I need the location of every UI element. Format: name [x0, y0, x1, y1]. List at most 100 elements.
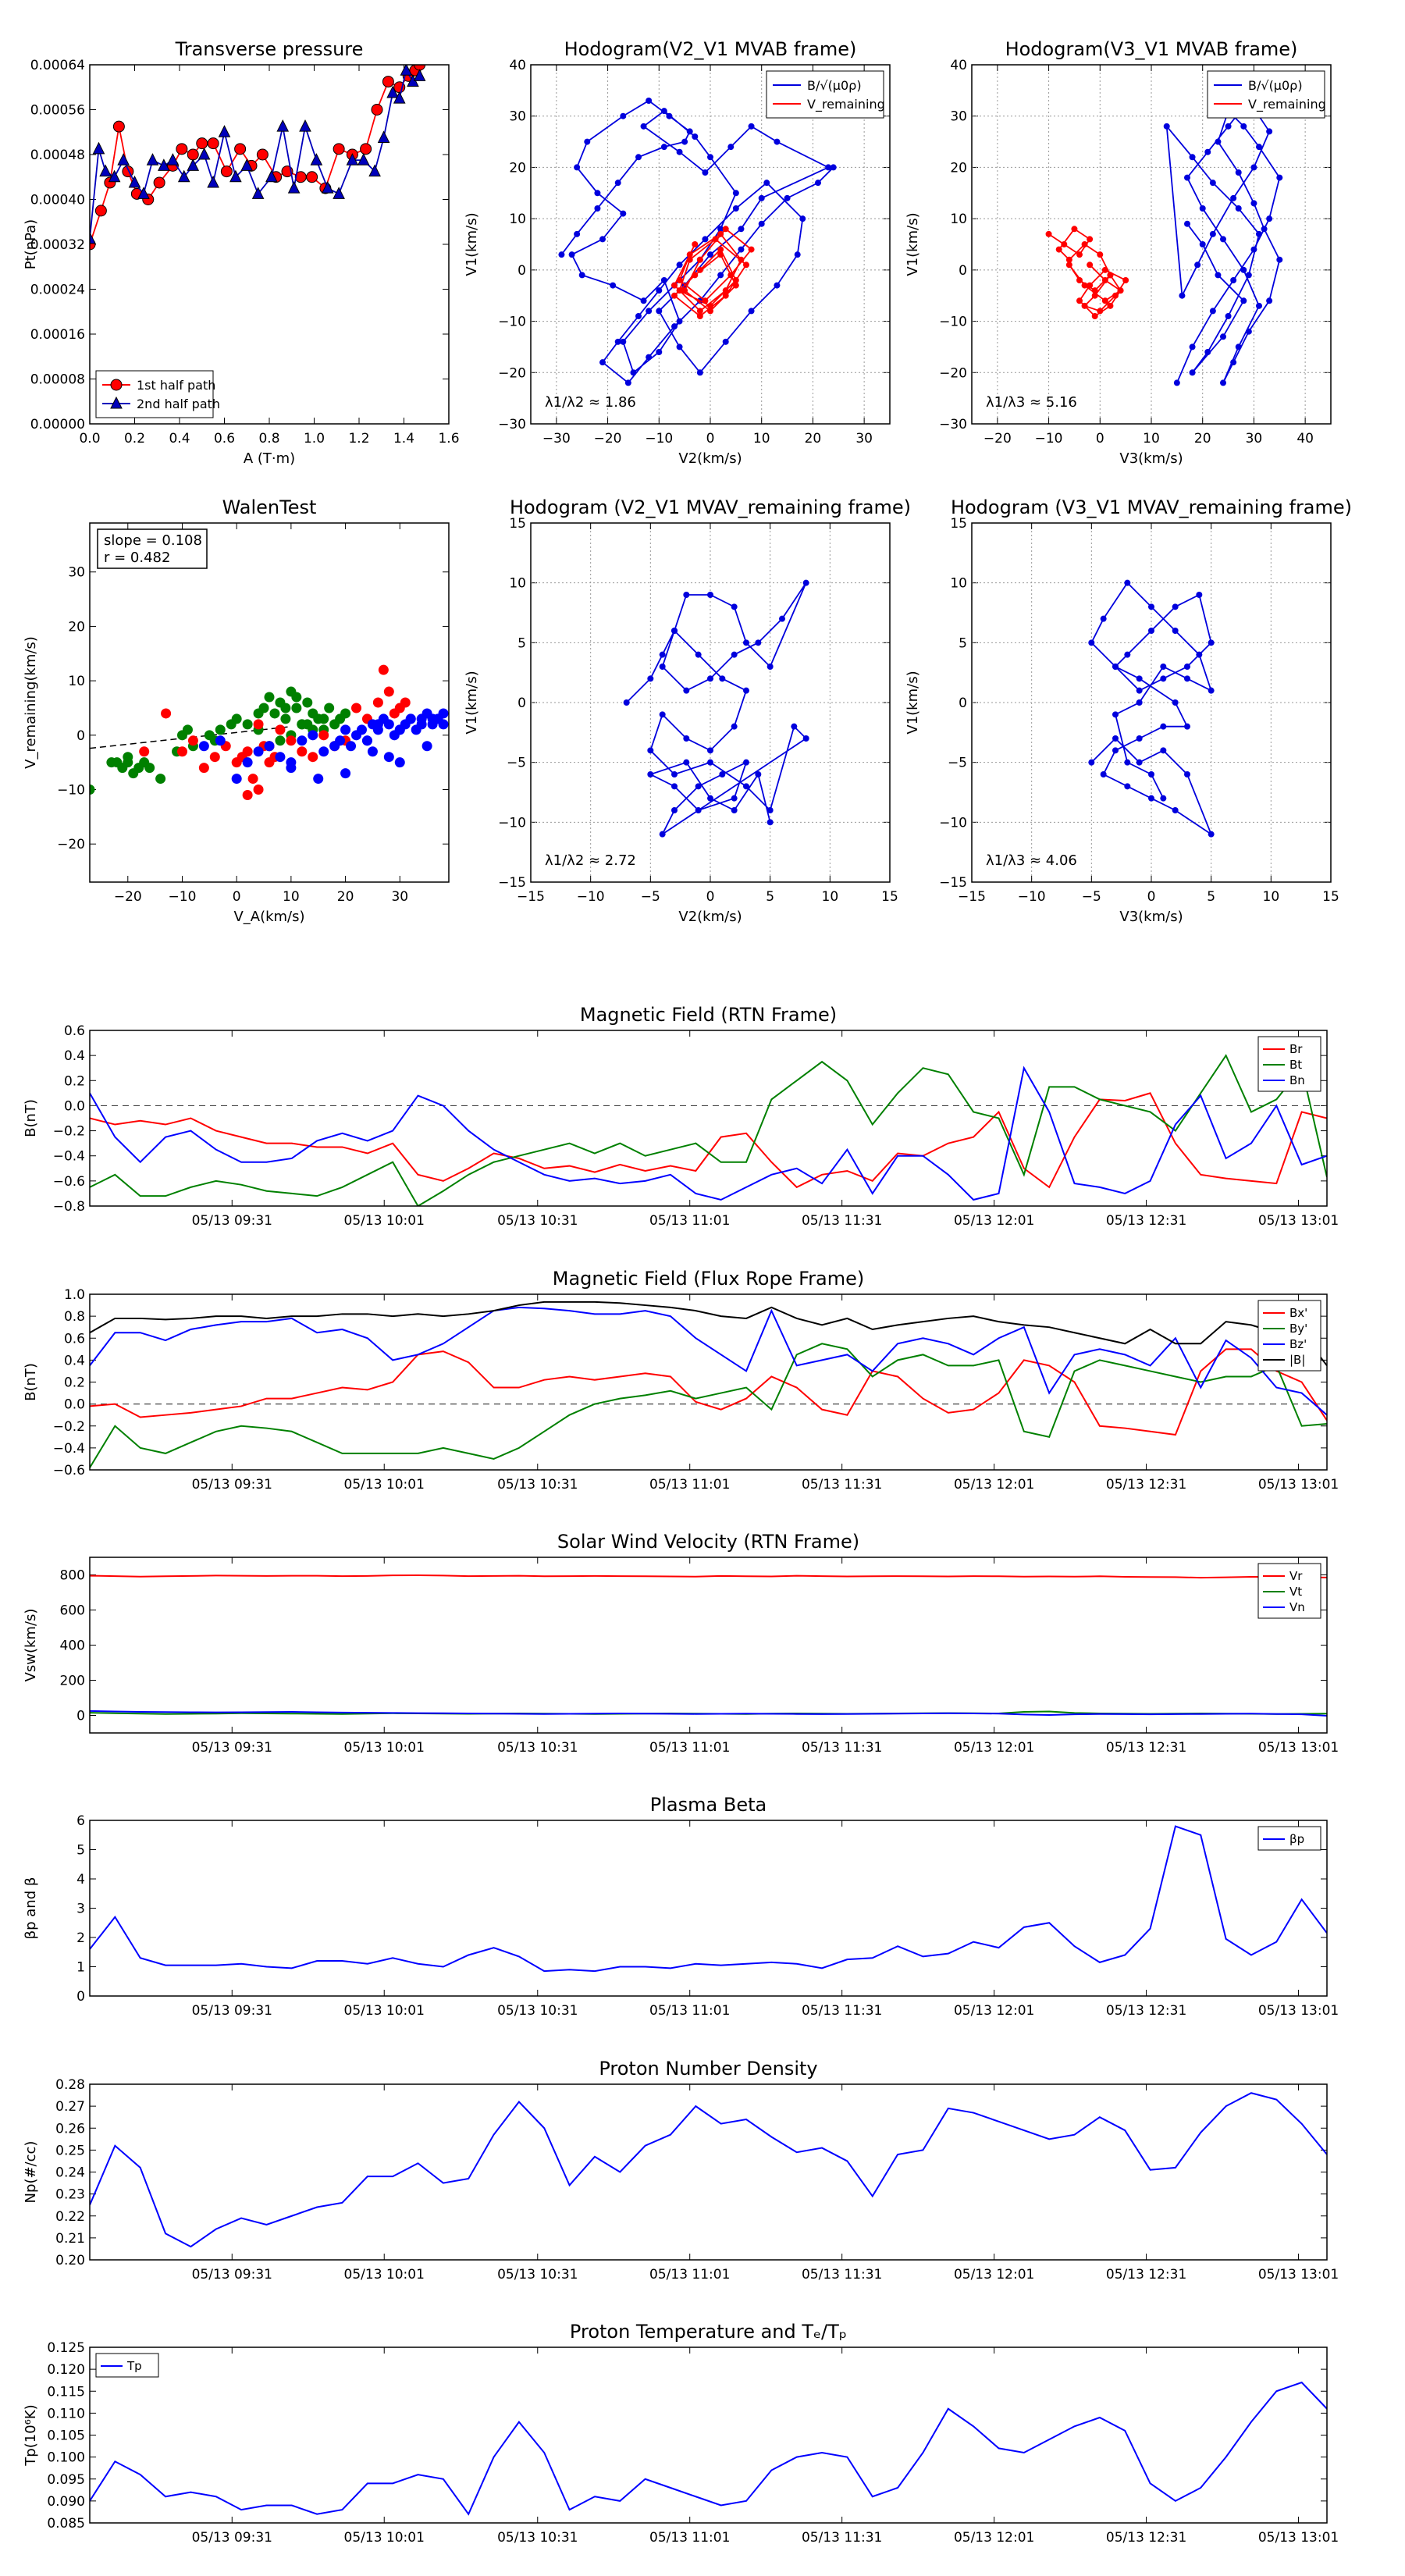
- data-point: [416, 719, 427, 730]
- data-point: [1124, 579, 1131, 586]
- x-tick-label: 05/13 09:31: [192, 1740, 272, 1756]
- data-point: [1184, 664, 1190, 670]
- proton_temp-ylabel: Tp(10⁶K): [23, 2404, 39, 2466]
- x-tick-label: 05/13 10:31: [497, 1477, 578, 1493]
- data-point: [594, 205, 601, 212]
- data-point: [308, 752, 318, 763]
- y-tick-label: 0.115: [47, 2384, 85, 2400]
- y-tick-label: 30: [509, 109, 526, 125]
- data-point: [1076, 251, 1083, 258]
- data-point: [717, 272, 724, 279]
- data-point: [234, 143, 247, 155]
- data-point: [297, 746, 308, 757]
- data-point: [1081, 302, 1088, 309]
- series-line-1st half path: [90, 65, 421, 245]
- x-tick-label: 05/13 12:31: [1106, 2003, 1186, 2019]
- y-tick-label: 0.00064: [30, 58, 85, 73]
- data-point: [335, 735, 346, 746]
- data-point: [1148, 628, 1154, 634]
- data-point: [1107, 302, 1114, 309]
- transverse_pressure-axes-frame: [89, 64, 450, 425]
- series-line-Br: [90, 1092, 1327, 1189]
- data-point: [1172, 628, 1179, 634]
- series-line-Bn: [90, 1066, 1327, 1201]
- hodo_v2_mvab-panel: Hodogram(V2_V1 MVAB frame) −30 −20 −10 0 10 20…: [464, 38, 891, 467]
- data-point: [659, 651, 666, 658]
- data-point: [1124, 759, 1131, 766]
- y-tick-label: −15: [939, 875, 967, 891]
- data-point: [253, 785, 264, 795]
- data-point: [1266, 215, 1273, 222]
- data-point: [1215, 138, 1222, 145]
- data-point: [671, 292, 678, 299]
- x-tick-label: −10: [1035, 431, 1063, 447]
- data-point: [1163, 123, 1170, 130]
- data-point: [1087, 282, 1094, 289]
- data-point: [112, 120, 125, 133]
- hodo_v3_mvav-panel: Hodogram (V3_V1 MVAV_remaining frame) −15…: [905, 496, 1352, 925]
- data-point: [738, 256, 745, 263]
- data-point: [377, 130, 390, 143]
- data-point: [568, 251, 575, 258]
- data-point: [383, 686, 394, 697]
- data-point: [1124, 783, 1131, 790]
- y-tick-label: 6: [76, 1813, 85, 1829]
- data-point: [253, 746, 264, 757]
- data-point: [177, 169, 190, 183]
- data-point: [743, 639, 749, 646]
- data-point: [1100, 771, 1107, 777]
- x-tick-label: 05/13 10:01: [344, 2003, 425, 2019]
- data-point: [318, 713, 329, 724]
- hodo_v2_mvav-title: Hodogram (V2_V1 MVAV_remaining frame): [510, 496, 911, 518]
- data-point: [707, 154, 713, 161]
- y-tick-label: 0.100: [47, 2450, 85, 2466]
- data-point: [1112, 664, 1119, 670]
- x-tick-label: 40: [1297, 431, 1314, 447]
- y-tick-label: 0.2: [64, 1073, 85, 1089]
- data-point: [1225, 123, 1232, 130]
- data-point: [291, 692, 302, 703]
- y-tick-label: 30: [68, 565, 85, 581]
- data-point: [1112, 292, 1119, 299]
- data-point: [686, 128, 693, 135]
- data-point: [318, 730, 329, 741]
- stats-text: slope = 0.108: [104, 532, 202, 549]
- data-point: [1117, 287, 1124, 294]
- data-point: [748, 308, 755, 315]
- data-point: [1136, 675, 1143, 682]
- data-point: [719, 771, 726, 777]
- data-point: [1184, 771, 1190, 777]
- y-tick-label: −0.4: [53, 1441, 85, 1457]
- data-point: [146, 153, 159, 165]
- y-tick-label: 0.25: [55, 2143, 85, 2158]
- data-point: [686, 251, 693, 258]
- data-point: [640, 123, 647, 130]
- data-point: [722, 226, 729, 233]
- x-tick-label: 15: [881, 889, 898, 905]
- data-point: [400, 65, 413, 76]
- data-point: [676, 148, 683, 155]
- y-tick-label: 400: [60, 1638, 85, 1654]
- y-tick-label: 0.6: [64, 1331, 85, 1347]
- data-point: [394, 724, 405, 735]
- y-tick-label: −0.6: [53, 1463, 85, 1478]
- y-tick-label: 0.110: [47, 2406, 85, 2421]
- data-point: [692, 241, 699, 247]
- hodo_v3_mvab-panel: Hodogram(V3_V1 MVAB frame) −30 −20 −10 0 10 20…: [905, 38, 1332, 467]
- hodo_v2_mvav-data: [623, 579, 809, 838]
- y-tick-label: 0: [518, 696, 526, 711]
- data-point: [656, 349, 663, 355]
- data-point: [646, 354, 653, 361]
- y-tick-label: 0.00056: [30, 103, 85, 119]
- legend-label: βp: [1289, 1832, 1304, 1846]
- data-point: [695, 783, 702, 790]
- data-point: [681, 138, 688, 145]
- data-point: [256, 148, 269, 161]
- x-tick-label: −15: [958, 889, 986, 905]
- sw_velocity-axes-frame: [89, 1557, 1328, 1734]
- data-point: [1250, 246, 1257, 253]
- hodo_v2_mvab-xlabel: V2(km/s): [678, 450, 742, 467]
- data-point: [308, 730, 318, 741]
- x-tick-label: 5: [1207, 889, 1215, 905]
- legend-label: V_remaining: [1248, 97, 1326, 112]
